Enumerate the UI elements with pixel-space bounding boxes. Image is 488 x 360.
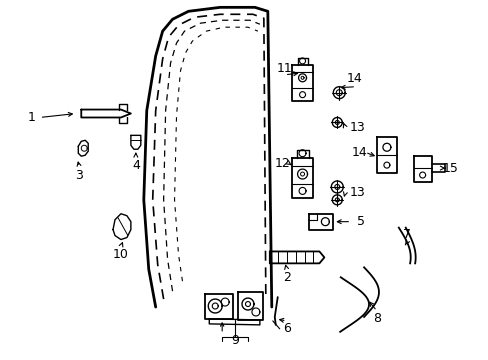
Text: 9: 9 xyxy=(231,334,239,347)
Text: 3: 3 xyxy=(75,168,83,181)
Text: 15: 15 xyxy=(442,162,457,175)
Text: 13: 13 xyxy=(348,186,364,199)
Text: 10: 10 xyxy=(113,248,129,261)
Text: 11: 11 xyxy=(276,62,292,75)
Text: 6: 6 xyxy=(282,322,290,336)
Text: 14: 14 xyxy=(346,72,361,85)
Text: 13: 13 xyxy=(348,121,364,134)
Text: 2: 2 xyxy=(282,271,290,284)
Text: 12: 12 xyxy=(274,157,290,170)
Text: 8: 8 xyxy=(372,312,380,325)
Text: 1: 1 xyxy=(28,111,36,124)
Text: 7: 7 xyxy=(402,228,410,241)
Text: 14: 14 xyxy=(350,146,366,159)
Text: 4: 4 xyxy=(132,159,140,172)
Text: 5: 5 xyxy=(356,215,365,228)
